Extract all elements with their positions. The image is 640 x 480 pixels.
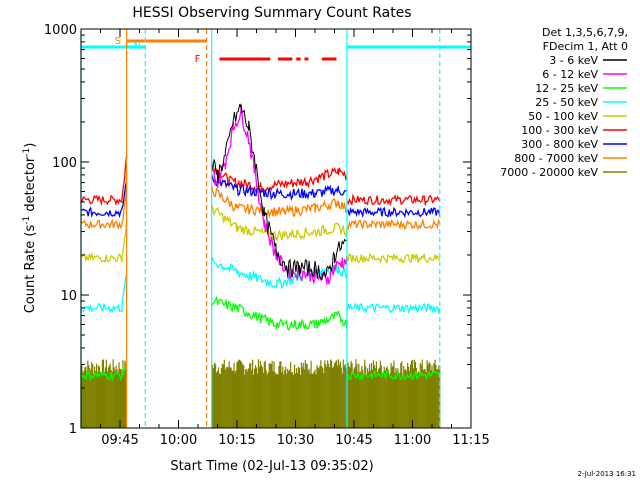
x-tick-label: 10:30 <box>277 433 314 448</box>
series-line-segment1 <box>80 187 128 230</box>
y-tick-label: 10 <box>60 289 77 304</box>
legend-label: 12 - 25 keV <box>535 82 598 95</box>
series-line-segment3 <box>346 368 441 381</box>
series-line-segment2 <box>211 256 348 290</box>
plot-background <box>81 29 471 428</box>
x-tick-label: 11:00 <box>394 433 431 448</box>
y-tick-label: 100 <box>52 156 77 171</box>
annotation-s: S <box>115 36 121 47</box>
plot-area: S N F <box>80 29 471 428</box>
series-3 <box>80 203 441 265</box>
series-line-segment1 <box>80 220 128 264</box>
series-line-segment2 <box>211 164 348 193</box>
legend-label: 100 - 300 keV <box>521 124 598 137</box>
series-line-segment2 <box>211 185 348 219</box>
series-line-segment1 <box>80 155 128 207</box>
legend-label: 25 - 50 keV <box>535 96 598 109</box>
series-4 <box>80 256 441 315</box>
series-line-segment3 <box>346 252 441 265</box>
axes: 1 10 100 1000 09:45 10:00 10:15 10:30 10:45 11:00… <box>44 23 490 448</box>
series-0 <box>80 155 441 207</box>
x-tick-label: 10:15 <box>218 433 255 448</box>
legend-label: 6 - 12 keV <box>542 68 598 81</box>
series-line-segment2 <box>211 295 348 331</box>
legend-header: Det 1,3,5,6,7,9, <box>542 26 628 39</box>
series-line-segment2 <box>211 203 348 243</box>
annotation-f: F <box>195 54 201 65</box>
legend-label: 50 - 100 keV <box>528 110 598 123</box>
x-axis-label: Start Time (02-Jul-13 09:35:02) <box>170 459 373 474</box>
x-tick-label: 10:00 <box>160 433 197 448</box>
y-axis-label-part3: ) <box>23 143 38 148</box>
legend-label: 300 - 800 keV <box>521 138 598 151</box>
timestamp: 2-Jul-2013 16:31 <box>577 470 636 478</box>
series-line-segment1 <box>80 274 128 314</box>
series-5 <box>80 295 441 382</box>
series-line-segment2 <box>211 174 348 202</box>
y-axis-label: Count Rate (s-1 detector-1) <box>22 143 38 314</box>
x-tick-label: 10:45 <box>335 433 372 448</box>
series-line-segment3 <box>346 193 441 207</box>
series-2 <box>80 185 441 231</box>
series-1 <box>80 174 441 219</box>
series-line-segment1 <box>80 181 128 219</box>
y-axis-label-part2: detector <box>23 156 38 216</box>
legend-label: 800 - 7000 keV <box>514 152 598 165</box>
y-tick-label: 1 <box>69 422 77 437</box>
legend-header: FDecim 1, Att 0 <box>543 40 628 53</box>
series-line-segment3 <box>346 302 441 315</box>
x-tick-label: 11:15 <box>452 433 489 448</box>
x-tick-label: 09:45 <box>101 433 138 448</box>
legend-label: 3 - 6 keV <box>549 54 598 67</box>
y-axis-label-part1: Count Rate (s <box>23 225 38 314</box>
annotation-n: N <box>133 41 140 52</box>
series-line-3-6kev <box>211 103 348 281</box>
series-line-segment3 <box>346 217 441 231</box>
legend: Det 1,3,5,6,7,9,FDecim 1, Att 03 - 6 keV… <box>500 26 628 179</box>
legend-label: 7000 - 20000 keV <box>500 166 598 179</box>
series-line-segment1 <box>80 361 128 382</box>
series-line-segment3 <box>346 206 441 219</box>
y-axis-label-sup2: -1 <box>22 148 32 157</box>
chart-title: HESSI Observing Summary Count Rates <box>132 5 411 21</box>
y-axis-label-sup1: -1 <box>22 216 32 225</box>
y-tick-label: 1000 <box>44 23 77 38</box>
